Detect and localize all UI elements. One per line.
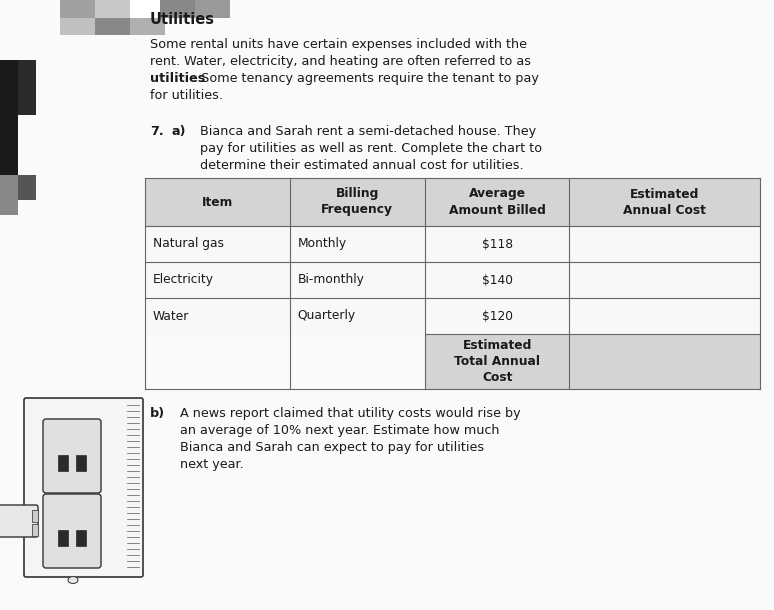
Bar	[289, 298, 425, 334]
Text: Average
Amount Billed: Average Amount Billed	[449, 187, 546, 217]
Bar	[60, 18, 95, 35]
Bar	[425, 262, 570, 298]
Text: Electricity: Electricity	[153, 273, 214, 287]
Bar	[58, 455, 68, 471]
Text: next year.: next year.	[180, 458, 244, 471]
Text: Natural gas: Natural gas	[153, 237, 224, 251]
Text: $120: $120	[481, 309, 512, 323]
Text: . Some tenancy agreements require the tenant to pay: . Some tenancy agreements require the te…	[193, 72, 539, 85]
Bar	[145, 298, 289, 334]
Bar	[18, 175, 36, 200]
Text: Item: Item	[202, 195, 233, 209]
Bar	[0, 60, 18, 175]
Text: a): a)	[172, 125, 187, 138]
Bar	[425, 298, 570, 334]
FancyBboxPatch shape	[24, 398, 143, 577]
Text: Water: Water	[153, 309, 190, 323]
Bar	[160, 0, 195, 18]
Bar	[76, 455, 86, 471]
Text: an average of 10% next year. Estimate how much: an average of 10% next year. Estimate ho…	[180, 424, 499, 437]
Text: b): b)	[150, 407, 165, 420]
Text: $118: $118	[481, 237, 512, 251]
Text: Bianca and Sarah rent a semi-detached house. They: Bianca and Sarah rent a semi-detached ho…	[200, 125, 536, 138]
Text: Monthly: Monthly	[297, 237, 347, 251]
Bar	[145, 226, 289, 262]
Text: Quarterly: Quarterly	[297, 309, 355, 323]
Bar	[289, 178, 425, 226]
Bar	[570, 262, 760, 298]
Bar	[76, 530, 86, 546]
Bar	[18, 60, 36, 115]
Ellipse shape	[68, 576, 78, 584]
Text: $140: $140	[481, 273, 512, 287]
Text: Estimated
Total Annual
Cost: Estimated Total Annual Cost	[454, 339, 540, 384]
Bar	[425, 334, 570, 389]
Bar	[0, 175, 18, 215]
Bar	[425, 226, 570, 262]
Bar	[95, 18, 130, 35]
Bar	[32, 524, 38, 536]
Bar	[58, 530, 68, 546]
Bar	[570, 298, 760, 334]
FancyBboxPatch shape	[0, 505, 38, 537]
Text: Billing
Frequency: Billing Frequency	[321, 187, 393, 217]
Bar	[145, 178, 289, 226]
Bar	[130, 18, 165, 35]
FancyBboxPatch shape	[43, 494, 101, 568]
Bar	[570, 178, 760, 226]
Text: A news report claimed that utility costs would rise by: A news report claimed that utility costs…	[180, 407, 521, 420]
Text: determine their estimated annual cost for utilities.: determine their estimated annual cost fo…	[200, 159, 524, 172]
Text: Some rental units have certain expenses included with the: Some rental units have certain expenses …	[150, 38, 527, 51]
Bar	[289, 262, 425, 298]
Bar	[60, 0, 95, 18]
Text: utilities: utilities	[150, 72, 205, 85]
Bar	[289, 226, 425, 262]
Text: for utilities.: for utilities.	[150, 89, 223, 102]
Bar	[145, 262, 289, 298]
Text: rent. Water, electricity, and heating are often referred to as: rent. Water, electricity, and heating ar…	[150, 55, 531, 68]
Bar	[195, 0, 230, 18]
Bar	[95, 0, 130, 18]
Text: Estimated
Annual Cost: Estimated Annual Cost	[623, 187, 706, 217]
Text: 7.: 7.	[150, 125, 163, 138]
Text: pay for utilities as well as rent. Complete the chart to: pay for utilities as well as rent. Compl…	[200, 142, 542, 155]
Bar	[32, 510, 38, 522]
FancyBboxPatch shape	[43, 419, 101, 493]
Bar	[130, 0, 160, 18]
Text: Utilities: Utilities	[150, 12, 215, 27]
Text: Bi-monthly: Bi-monthly	[297, 273, 365, 287]
Bar	[570, 334, 760, 389]
Bar	[425, 178, 570, 226]
Bar	[570, 226, 760, 262]
Text: Bianca and Sarah can expect to pay for utilities: Bianca and Sarah can expect to pay for u…	[180, 441, 484, 454]
